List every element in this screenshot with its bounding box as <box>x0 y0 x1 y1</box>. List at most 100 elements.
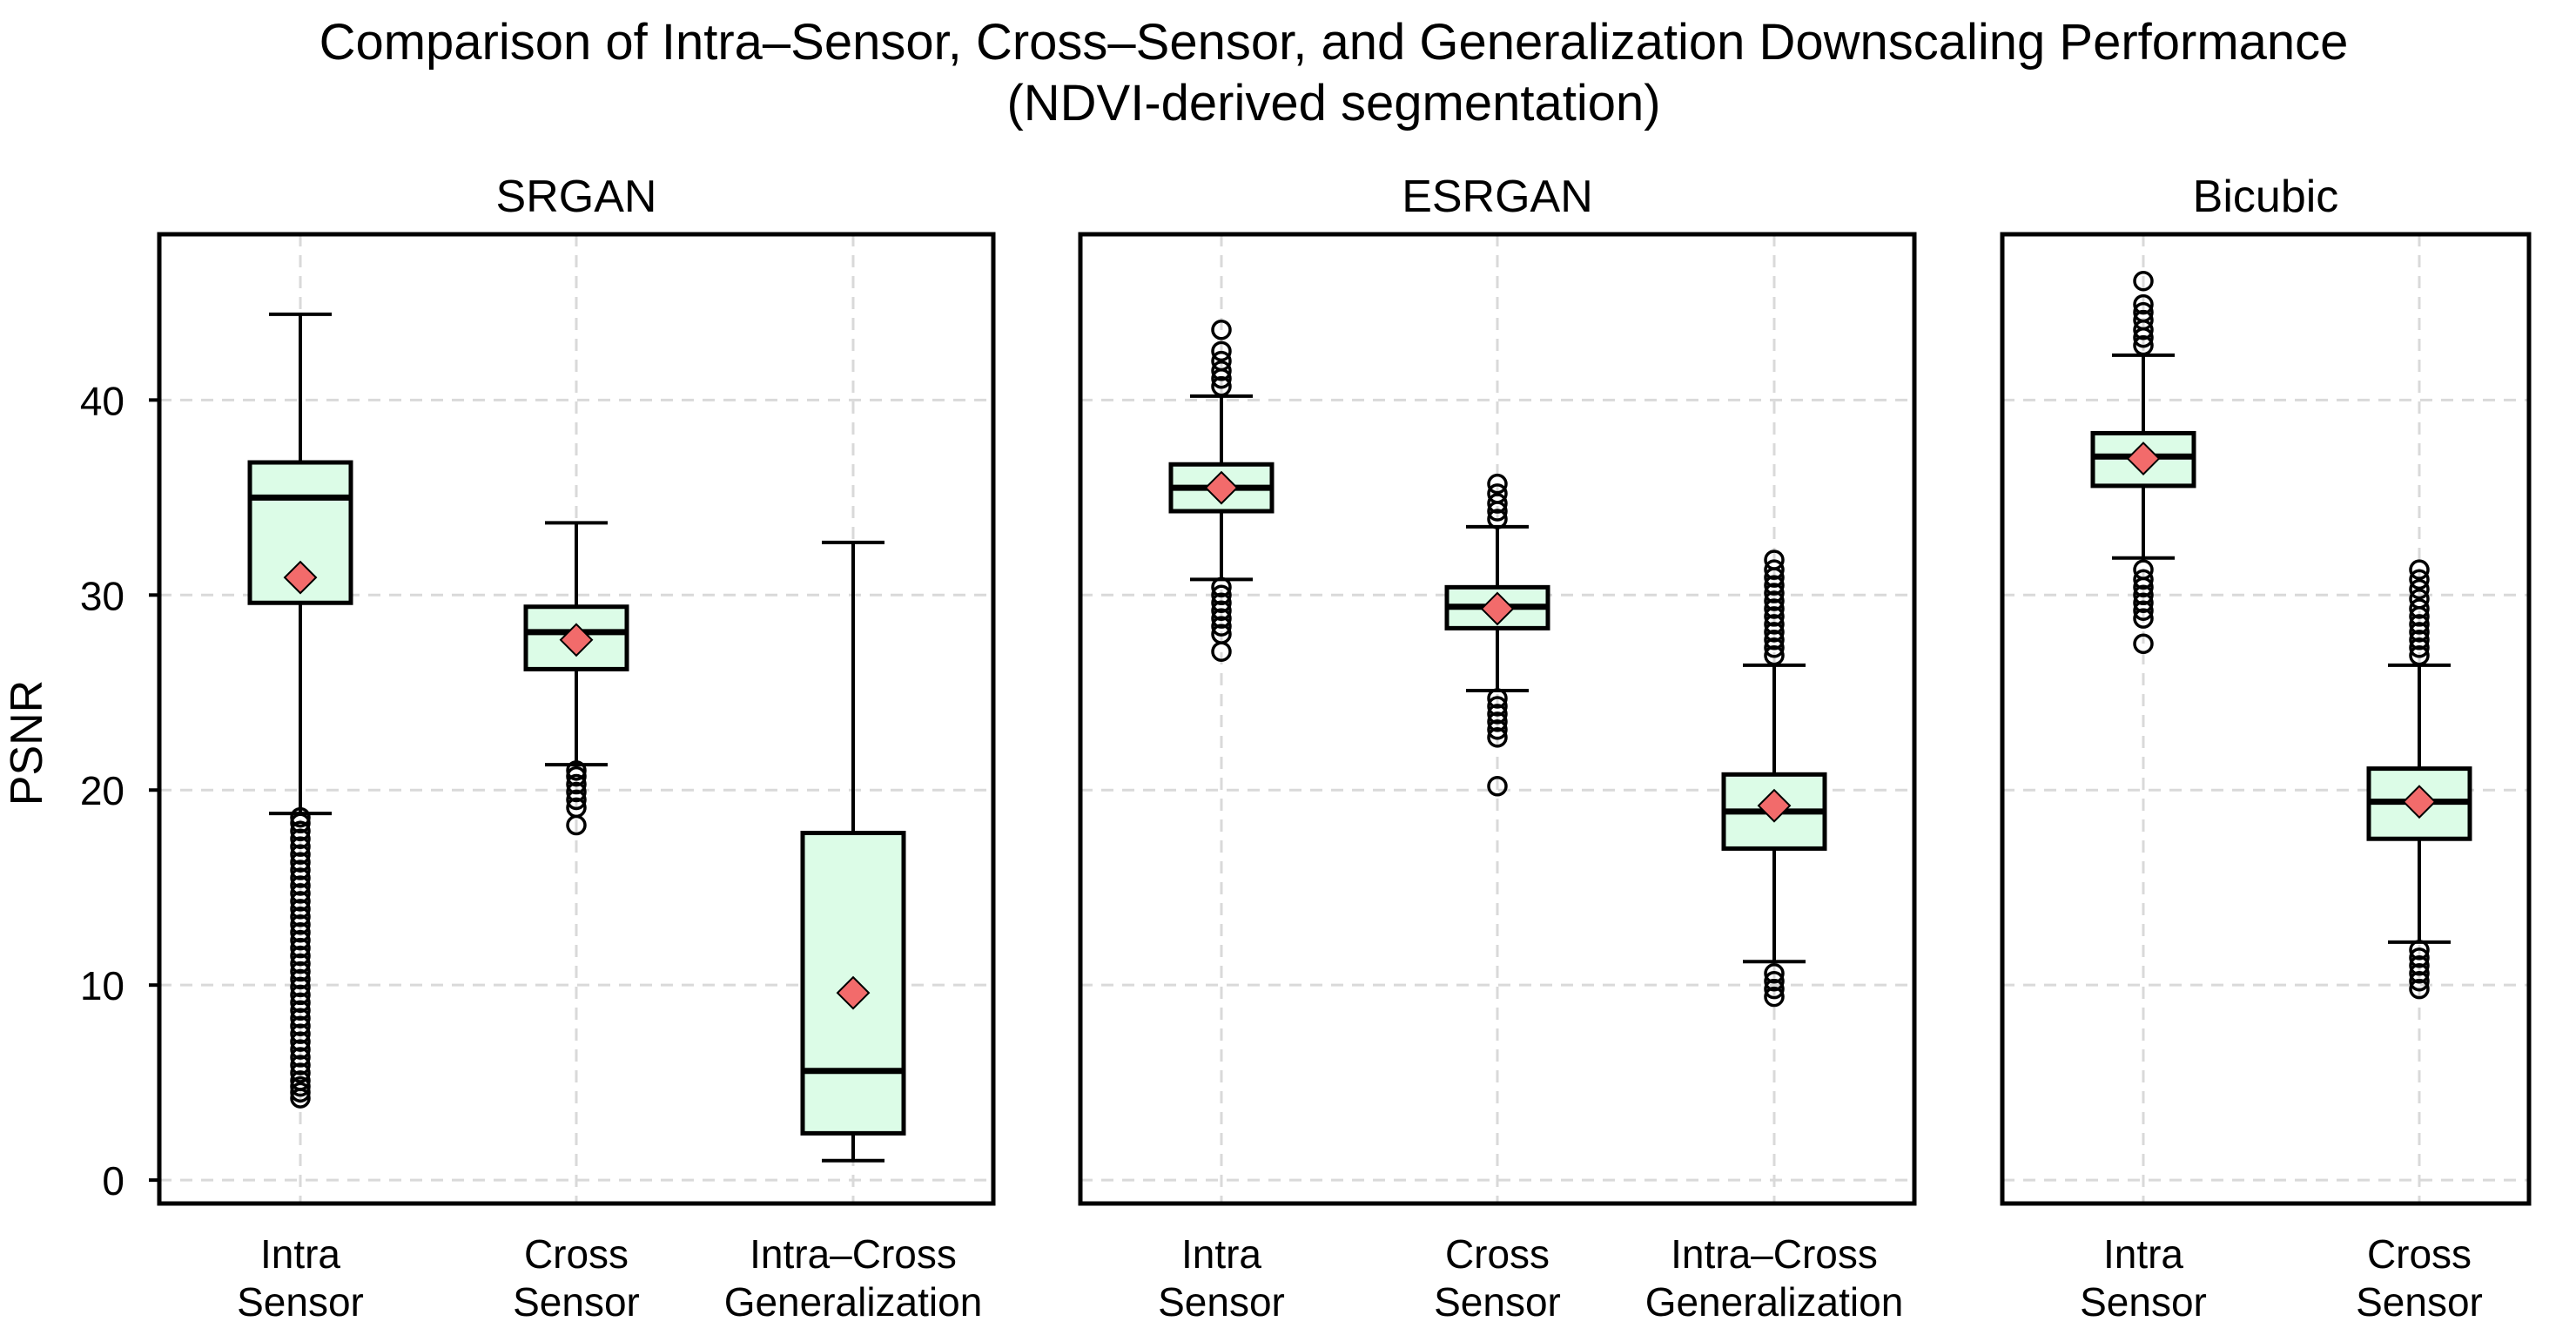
outlier-point <box>2409 955 2430 976</box>
outlier-point <box>1764 630 1785 651</box>
outlier-point <box>1211 350 1232 372</box>
mean-marker <box>1480 591 1515 626</box>
outlier-point <box>290 1000 311 1021</box>
outlier-point <box>2409 578 2430 600</box>
y-tick-label: 10 <box>80 963 124 1008</box>
outlier-point <box>1764 962 1785 984</box>
outlier-point <box>2409 637 2430 658</box>
outlier-point <box>290 812 311 834</box>
outlier-point <box>1487 711 1508 732</box>
box-cross-sensor <box>2366 559 2472 1000</box>
outlier-point <box>2409 970 2430 992</box>
outlier-point <box>1211 361 1232 381</box>
mean-marker <box>1757 788 1792 823</box>
outlier-point <box>290 1031 311 1052</box>
box-intra-sensor <box>1168 319 1275 662</box>
outlier-point <box>2133 309 2154 331</box>
box-cross-sensor <box>1444 473 1550 797</box>
outlier-point <box>1487 776 1508 797</box>
outlier-point <box>1764 606 1785 627</box>
outlier-point <box>290 953 311 974</box>
y-tick-label: 0 <box>102 1158 124 1204</box>
outlier-point <box>2409 559 2430 580</box>
x-tick-label: Cross Sensor <box>513 1231 640 1325</box>
panel-srgan: SRGAN 0 10 20 30 40 Intra Sensor Cross Sensor Intr… <box>80 172 996 1325</box>
panel-title: ESRGAN <box>1402 172 1593 222</box>
outlier-point <box>566 789 587 811</box>
outlier-point <box>1764 583 1785 603</box>
outlier-point <box>1487 688 1508 709</box>
outlier-point <box>1211 375 1232 397</box>
outlier-point <box>290 836 311 857</box>
outlier-point <box>1211 592 1232 614</box>
outlier-point <box>2133 600 2154 621</box>
outlier-point <box>290 1008 311 1029</box>
outlier-point <box>1487 704 1508 725</box>
outlier-point <box>290 883 311 904</box>
panel-title: SRGAN <box>496 172 657 222</box>
outlier-point <box>2133 584 2154 606</box>
box-intra-sensor <box>2090 270 2196 655</box>
outlier-point <box>2409 978 2430 1000</box>
outlier-point <box>2409 614 2430 635</box>
outlier-point <box>290 1015 311 1036</box>
y-tick-label: 40 <box>80 378 124 423</box>
outlier-point <box>290 1075 311 1097</box>
outlier-point <box>290 945 311 967</box>
x-tick-label: Intra Sensor <box>1158 1231 1285 1325</box>
outlier-point <box>2133 559 2154 580</box>
outlier-point <box>2133 334 2154 356</box>
outlier-point <box>2409 644 2430 666</box>
outlier-point <box>1487 696 1508 717</box>
outlier-point <box>1487 719 1508 740</box>
outlier-point <box>566 773 587 795</box>
outlier-point <box>290 1082 311 1103</box>
mean-marker <box>2126 442 2161 475</box>
outlier-point <box>1764 637 1785 658</box>
outlier-point <box>290 1055 311 1075</box>
x-tick-label: Intra–Cross Generalization <box>724 1231 983 1325</box>
outlier-point <box>2133 270 2154 292</box>
mean-marker <box>2402 785 2437 819</box>
chart-title-line2: (NDVI-derived segmentation) <box>1006 75 1660 131</box>
outlier-point <box>290 984 311 1006</box>
outlier-point <box>2133 301 2154 323</box>
outlier-point <box>2133 608 2154 629</box>
outlier-point <box>2133 592 2154 614</box>
outlier-point <box>1211 616 1232 637</box>
outlier-point <box>290 1047 311 1068</box>
mean-marker <box>283 560 318 595</box>
outlier-point <box>1764 590 1785 611</box>
outlier-point <box>1764 986 1785 1008</box>
outlier-point <box>290 976 311 998</box>
outlier-point <box>290 867 311 888</box>
outlier-point <box>1764 575 1785 596</box>
outlier-point <box>566 797 587 819</box>
outlier-point <box>566 781 587 803</box>
outlier-point <box>1211 319 1232 340</box>
outlier-point <box>1764 978 1785 1000</box>
y-tick-label: 30 <box>80 573 124 618</box>
outlier-point <box>290 968 311 990</box>
outlier-point <box>290 844 311 865</box>
outlier-point <box>2409 947 2430 968</box>
outlier-point <box>290 860 311 880</box>
outlier-point <box>290 820 311 842</box>
outlier-point <box>290 1039 311 1060</box>
outlier-point <box>1764 550 1785 570</box>
outlier-point <box>1487 509 1508 529</box>
outlier-point <box>1211 624 1232 644</box>
panel-bicubic: Bicubic Intra Sensor Cross Sensor <box>2000 172 2532 1325</box>
outlier-point <box>1764 622 1785 643</box>
x-tick-label: Cross Sensor <box>2356 1231 2483 1325</box>
outlier-point <box>290 1070 311 1091</box>
outlier-point <box>2409 630 2430 651</box>
outlier-point <box>2409 589 2430 610</box>
outlier-point <box>2133 293 2154 315</box>
x-tick-label: Cross Sensor <box>1434 1231 1561 1325</box>
panel-frame <box>2000 232 2532 1206</box>
outlier-point <box>290 992 311 1014</box>
outlier-point <box>1211 600 1232 621</box>
outlier-point <box>2133 569 2154 590</box>
outlier-point <box>1211 608 1232 629</box>
